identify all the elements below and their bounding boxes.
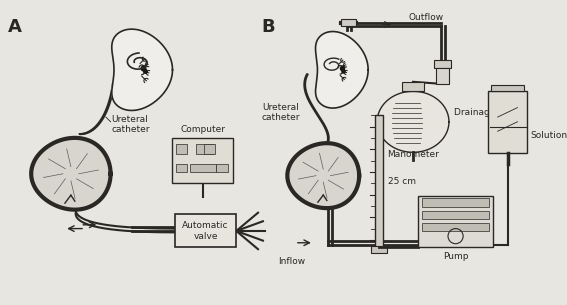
Bar [422, 211, 489, 219]
Text: Inflow: Inflow [278, 257, 306, 266]
Polygon shape [315, 31, 368, 108]
Polygon shape [112, 29, 172, 110]
Text: B: B [262, 18, 276, 36]
Bar [435, 68, 449, 84]
Polygon shape [287, 143, 359, 208]
Bar [176, 164, 187, 172]
Bar [341, 19, 356, 26]
Bar [204, 144, 215, 154]
Text: Solution: Solution [530, 131, 567, 141]
Bar [401, 82, 424, 91]
Text: Ureteral
catheter: Ureteral catheter [112, 115, 150, 134]
Bar [422, 223, 489, 231]
Bar [488, 91, 527, 152]
Polygon shape [377, 91, 449, 152]
Polygon shape [31, 138, 111, 210]
FancyBboxPatch shape [172, 138, 234, 183]
Text: Computer: Computer [180, 125, 225, 134]
Text: 25 cm: 25 cm [387, 177, 416, 186]
Bar [217, 164, 228, 172]
Text: Ureteral
catheter: Ureteral catheter [262, 102, 301, 122]
Bar [492, 85, 524, 91]
Bar [371, 246, 387, 253]
Bar [434, 60, 451, 68]
Bar [175, 214, 236, 247]
Text: Drainage bag: Drainage bag [454, 108, 515, 117]
Bar [422, 198, 489, 207]
Bar [196, 144, 213, 154]
FancyBboxPatch shape [418, 196, 493, 247]
Bar [375, 115, 383, 247]
Text: A: A [7, 18, 22, 36]
Text: Outflow: Outflow [408, 13, 443, 22]
Bar [190, 164, 217, 172]
Text: Pump: Pump [443, 252, 468, 261]
Text: Manometer: Manometer [387, 150, 439, 160]
Text: Automatic
valve: Automatic valve [183, 221, 229, 241]
Bar [176, 144, 187, 154]
